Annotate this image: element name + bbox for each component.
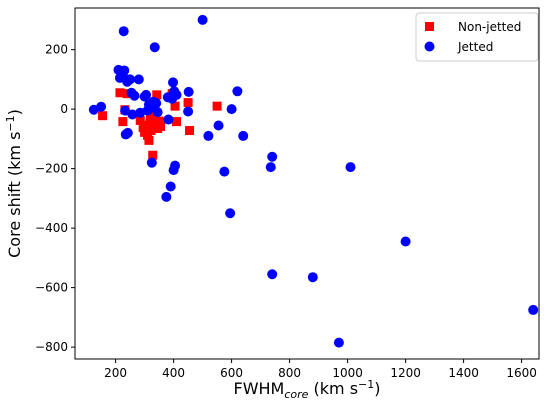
data-point-jetted [528,304,539,315]
data-point-jetted [149,42,160,53]
data-point-jetted [307,272,318,283]
data-point-non-jetted [152,90,162,100]
y-axis-label-main: Core shift (km s [5,132,24,258]
x-axis-label-exponent: −1 [358,378,374,391]
legend-label-jetted: Jetted [457,40,493,54]
y-tick-label: −600 [35,281,68,295]
y-axis-label: Core shift (km s−1) [4,109,24,258]
x-axis-ticks: 200 400 600 800 1000 1200 1400 1600 [104,359,537,380]
data-point-jetted [238,130,249,141]
data-point-jetted [127,109,138,120]
data-point-jetted [118,26,129,37]
x-tick-label: 600 [220,366,243,380]
legend-marker-non-jetted [425,22,434,31]
x-tick-label: 1600 [506,366,537,380]
data-point-jetted [133,74,144,85]
plot-frame [74,7,540,360]
y-axis-label-close: ) [5,109,24,115]
data-point-jetted [232,86,243,97]
data-point-non-jetted [115,88,125,98]
x-tick-label: 800 [278,366,301,380]
data-point-non-jetted [145,113,155,123]
data-point-jetted [267,269,278,280]
data-point-jetted [129,90,140,101]
data-point-jetted [171,89,182,100]
data-point-jetted [146,157,157,168]
y-tick-label: −200 [35,162,68,176]
data-point-non-jetted [144,135,154,145]
data-point-jetted [183,86,194,97]
y-tick-label: −800 [35,340,68,354]
data-point-jetted [122,127,133,138]
data-point-non-jetted [118,117,128,127]
y-tick-label: −400 [35,221,68,235]
data-points-layer [88,14,539,348]
data-point-jetted [225,208,236,219]
data-point-jetted [152,107,163,118]
data-point-non-jetted [154,116,164,126]
data-point-non-jetted [212,101,222,111]
y-axis-label-exponent: −1 [4,115,17,131]
data-point-jetted [267,151,278,162]
x-axis-label-unit: (km s [308,379,358,398]
data-point-jetted [170,160,181,171]
legend-marker-jetted [424,41,435,52]
y-tick-label: 0 [60,102,68,116]
data-point-jetted [168,77,179,88]
data-point-jetted [219,166,230,177]
legend-label-non-jetted: Non-jetted [458,20,521,34]
x-axis-label-subscript: core [284,388,308,401]
data-point-non-jetted [183,98,193,108]
x-tick-label: 1200 [390,366,421,380]
data-point-jetted [226,104,237,115]
data-point-jetted [345,162,356,173]
data-point-jetted [163,114,174,125]
data-point-jetted [203,130,214,141]
data-point-jetted [119,65,130,76]
data-point-non-jetted [156,121,166,131]
x-axis-label-main: FWHM [233,379,284,398]
x-tick-label: 1000 [332,366,363,380]
data-point-jetted [183,106,194,117]
data-point-jetted [125,74,136,85]
data-point-jetted [265,162,276,173]
data-point-jetted [151,98,162,109]
data-point-jetted [141,89,152,100]
data-point-non-jetted [143,130,152,140]
data-point-non-jetted [148,150,158,160]
data-point-non-jetted [135,115,145,125]
x-tick-label: 400 [162,366,185,380]
data-point-jetted [400,236,411,247]
data-point-jetted [197,14,208,25]
data-point-jetted [165,181,176,192]
y-tick-label: 200 [45,43,68,57]
legend-box [415,12,539,62]
data-point-jetted [96,101,107,112]
legend: Non-jetted Jetted [415,12,539,62]
data-point-non-jetted [185,126,195,136]
x-tick-label: 1400 [448,366,479,380]
x-tick-label: 200 [104,366,127,380]
data-point-non-jetted [98,111,108,121]
data-point-jetted [161,191,172,202]
data-point-jetted [333,337,344,348]
x-axis-label: FWHMcore (km s−1) [233,378,380,401]
data-point-non-jetted [172,117,181,127]
x-axis-label-close: ) [374,379,380,398]
y-axis-ticks: −800 −600 −400 −200 0 200 [35,43,75,354]
data-point-non-jetted [170,101,180,111]
data-point-jetted [213,120,224,131]
